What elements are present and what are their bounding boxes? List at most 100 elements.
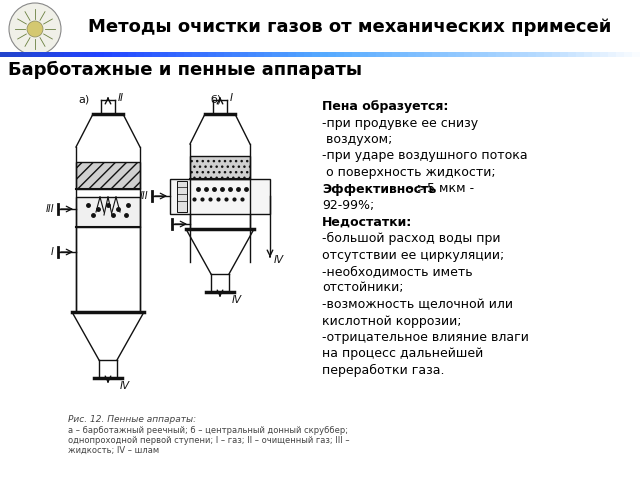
Bar xyxy=(144,52,153,57)
Bar xyxy=(0,52,9,57)
Bar xyxy=(40,52,49,57)
Text: III: III xyxy=(140,191,148,201)
Text: на процесс дальнейшей: на процесс дальнейшей xyxy=(322,348,483,360)
Bar xyxy=(376,52,385,57)
Bar xyxy=(408,52,417,57)
Bar xyxy=(560,52,569,57)
Text: Методы очистки газов от механических примесей: Методы очистки газов от механических при… xyxy=(88,18,612,36)
Bar xyxy=(192,52,201,57)
Bar xyxy=(440,52,449,57)
Bar xyxy=(76,197,140,227)
Bar xyxy=(48,52,57,57)
Text: I: I xyxy=(51,247,54,257)
Bar xyxy=(328,52,337,57)
Bar xyxy=(232,52,241,57)
Bar xyxy=(528,52,537,57)
Bar xyxy=(190,156,250,179)
Bar xyxy=(88,52,97,57)
Bar xyxy=(448,52,457,57)
Text: отстойники;: отстойники; xyxy=(322,281,403,295)
Bar xyxy=(240,52,249,57)
Bar xyxy=(400,52,409,57)
Text: Рис. 12. Пенные аппараты:: Рис. 12. Пенные аппараты: xyxy=(68,415,196,424)
Bar xyxy=(152,52,161,57)
Bar xyxy=(248,52,257,57)
Bar xyxy=(177,181,187,212)
Text: IV: IV xyxy=(232,295,242,305)
Bar xyxy=(416,52,425,57)
Text: -отрицательное влияние влаги: -отрицательное влияние влаги xyxy=(322,331,529,344)
Text: - >5 мкм -: - >5 мкм - xyxy=(404,182,474,195)
Text: Недостатки:: Недостатки: xyxy=(322,216,412,228)
Bar xyxy=(608,52,617,57)
Text: однопроходной первой ступени; I – газ; II – очищенный газ; III –: однопроходной первой ступени; I – газ; I… xyxy=(68,436,349,445)
Bar xyxy=(480,52,489,57)
Bar xyxy=(392,52,401,57)
Text: кислотной коррозии;: кислотной коррозии; xyxy=(322,314,461,327)
Text: III: III xyxy=(45,204,54,214)
Bar xyxy=(384,52,393,57)
Bar xyxy=(136,52,145,57)
Text: Барботажные и пенные аппараты: Барботажные и пенные аппараты xyxy=(8,61,362,79)
Bar xyxy=(104,52,113,57)
Bar xyxy=(600,52,609,57)
Bar xyxy=(170,179,270,214)
Text: 92-99%;: 92-99%; xyxy=(322,199,374,212)
Text: переработки газа.: переработки газа. xyxy=(322,364,445,377)
Bar xyxy=(504,52,513,57)
Text: -при продувке ее снизу: -при продувке ее снизу xyxy=(322,117,478,130)
Bar xyxy=(184,52,193,57)
Bar xyxy=(352,52,361,57)
Bar xyxy=(128,52,137,57)
Bar xyxy=(536,52,545,57)
Bar xyxy=(472,52,481,57)
Bar xyxy=(336,52,345,57)
Bar xyxy=(32,52,41,57)
Bar xyxy=(72,52,81,57)
Bar xyxy=(168,52,177,57)
Bar xyxy=(552,52,561,57)
Bar xyxy=(432,52,441,57)
Bar xyxy=(296,52,305,57)
Bar xyxy=(8,52,17,57)
Bar xyxy=(160,52,169,57)
Bar xyxy=(200,52,209,57)
Bar xyxy=(16,52,25,57)
Bar xyxy=(120,52,129,57)
Bar xyxy=(632,52,640,57)
Bar xyxy=(456,52,465,57)
Bar xyxy=(544,52,553,57)
Bar xyxy=(224,52,233,57)
Text: б): б) xyxy=(210,94,221,104)
Text: I: I xyxy=(230,93,233,103)
Bar xyxy=(112,52,121,57)
Bar xyxy=(304,52,313,57)
Bar xyxy=(216,52,225,57)
Circle shape xyxy=(9,3,61,55)
Bar xyxy=(208,52,217,57)
Text: IV: IV xyxy=(120,381,130,391)
Bar xyxy=(0,0,640,58)
Text: -возможность щелочной или: -возможность щелочной или xyxy=(322,298,513,311)
Bar xyxy=(616,52,625,57)
Bar xyxy=(568,52,577,57)
Bar xyxy=(80,52,89,57)
Text: о поверхность жидкости;: о поверхность жидкости; xyxy=(322,166,495,179)
Bar xyxy=(592,52,601,57)
Bar xyxy=(312,52,321,57)
Text: II: II xyxy=(118,93,124,103)
Bar xyxy=(424,52,433,57)
Text: воздухом;: воздухом; xyxy=(322,133,392,146)
Text: -большой расход воды при: -большой расход воды при xyxy=(322,232,500,245)
Text: Эффективность: Эффективность xyxy=(322,182,436,195)
Bar xyxy=(272,52,281,57)
Text: Пена образуется:: Пена образуется: xyxy=(322,100,449,113)
Bar xyxy=(368,52,377,57)
Bar xyxy=(64,52,73,57)
Bar xyxy=(76,162,140,189)
Bar xyxy=(496,52,505,57)
Bar xyxy=(176,52,185,57)
Bar xyxy=(360,52,369,57)
Bar xyxy=(512,52,521,57)
Text: а): а) xyxy=(78,94,89,104)
